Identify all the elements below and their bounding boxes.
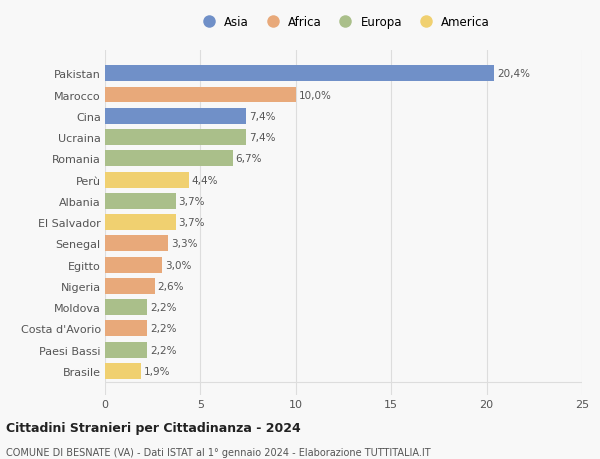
- Text: 4,4%: 4,4%: [192, 175, 218, 185]
- Bar: [105, 172, 189, 188]
- Bar: [105, 257, 162, 273]
- Text: 3,0%: 3,0%: [165, 260, 191, 270]
- Text: 7,4%: 7,4%: [249, 112, 275, 122]
- Bar: [105, 300, 147, 315]
- Bar: [105, 236, 168, 252]
- Bar: [105, 193, 176, 209]
- Text: 10,0%: 10,0%: [299, 90, 332, 101]
- Legend: Asia, Africa, Europa, America: Asia, Africa, Europa, America: [193, 11, 494, 34]
- Text: 3,7%: 3,7%: [178, 218, 205, 228]
- Bar: [105, 321, 147, 336]
- Bar: [105, 215, 176, 230]
- Bar: [105, 278, 155, 294]
- Bar: [105, 130, 246, 146]
- Bar: [105, 109, 246, 124]
- Text: 2,2%: 2,2%: [150, 324, 176, 334]
- Text: 2,2%: 2,2%: [150, 345, 176, 355]
- Text: 6,7%: 6,7%: [236, 154, 262, 164]
- Text: 7,4%: 7,4%: [249, 133, 275, 143]
- Bar: [105, 363, 141, 379]
- Text: 2,6%: 2,6%: [157, 281, 184, 291]
- Bar: [105, 87, 296, 103]
- Text: COMUNE DI BESNATE (VA) - Dati ISTAT al 1° gennaio 2024 - Elaborazione TUTTITALIA: COMUNE DI BESNATE (VA) - Dati ISTAT al 1…: [6, 447, 431, 457]
- Text: 20,4%: 20,4%: [497, 69, 530, 79]
- Text: Cittadini Stranieri per Cittadinanza - 2024: Cittadini Stranieri per Cittadinanza - 2…: [6, 421, 301, 434]
- Text: 2,2%: 2,2%: [150, 302, 176, 313]
- Bar: [105, 151, 233, 167]
- Bar: [105, 342, 147, 358]
- Bar: [105, 66, 494, 82]
- Text: 1,9%: 1,9%: [144, 366, 170, 376]
- Text: 3,3%: 3,3%: [171, 239, 197, 249]
- Text: 3,7%: 3,7%: [178, 196, 205, 207]
